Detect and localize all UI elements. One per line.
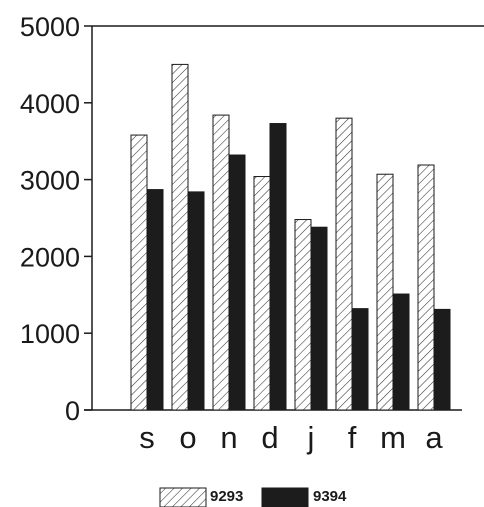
- legend-label-9394: 9394: [313, 488, 347, 505]
- bar-9394-s: [146, 189, 164, 411]
- x-tick-label: n: [220, 420, 237, 455]
- bar-9394-f: [351, 308, 369, 411]
- bar-9293-s: [130, 134, 148, 411]
- x-tick-label: f: [348, 420, 357, 455]
- bar-9394-o: [187, 191, 205, 411]
- bar-9394-m: [392, 293, 410, 411]
- bar-9293-o: [171, 63, 189, 411]
- x-tick-label: m: [380, 420, 406, 455]
- y-tick-label: 5000: [20, 12, 80, 42]
- x-tick-label: s: [139, 420, 155, 455]
- bar-9293-d: [253, 176, 271, 411]
- y-tick-label: 3000: [20, 166, 80, 196]
- x-tick-label: j: [307, 420, 315, 455]
- bar-9293-a: [417, 164, 435, 411]
- y-tick-label: 2000: [20, 242, 80, 272]
- x-tick-label: o: [179, 420, 196, 455]
- y-tick-label: 4000: [20, 89, 80, 119]
- x-tick-label: d: [261, 420, 278, 455]
- x-tick-label: a: [425, 420, 443, 455]
- bar-9293-n: [212, 114, 230, 411]
- y-tick-label: 1000: [20, 319, 80, 349]
- legend-swatch-9394: [261, 487, 309, 507]
- bar-9293-m: [376, 173, 394, 411]
- y-axis-ticks: 0 1000 2000 3000 4000 5000: [20, 12, 92, 426]
- bars-group: [130, 63, 451, 411]
- legend: 9293 9394: [159, 487, 347, 507]
- bar-9394-n: [228, 154, 246, 411]
- y-tick-label: 0: [65, 396, 80, 426]
- bar-9394-a: [433, 308, 451, 411]
- bar-9394-j: [310, 226, 328, 411]
- bar-9293-f: [335, 117, 353, 411]
- bar-9293-j: [294, 219, 312, 411]
- bar-9394-d: [269, 123, 287, 411]
- legend-swatch-9293: [159, 487, 207, 507]
- legend-label-9293: 9293: [210, 488, 243, 505]
